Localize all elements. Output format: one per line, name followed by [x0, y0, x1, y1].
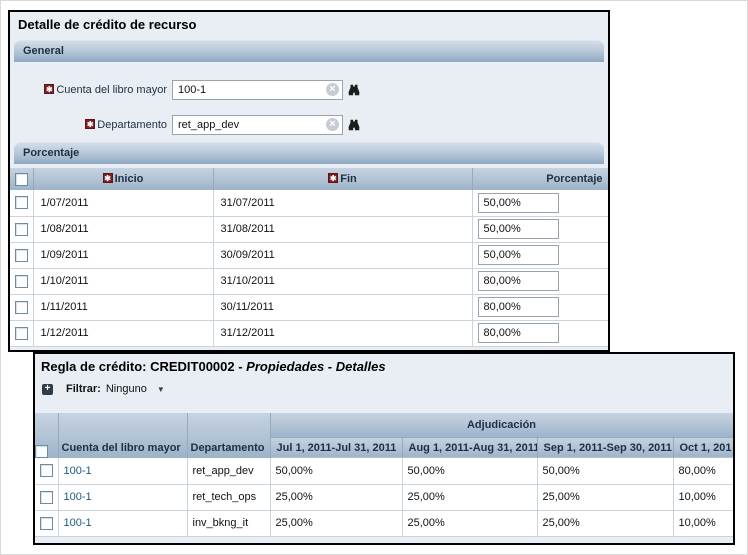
column-header-aug: Aug 1, 2011-Aug 31, 2011 — [402, 437, 538, 458]
select-all-cell — [35, 413, 59, 458]
table-group-header-row: Cuenta del libro mayor Departamento Adju… — [35, 413, 733, 458]
end-date: 30/11/2011 — [213, 294, 473, 321]
select-row-checkbox[interactable] — [14, 248, 28, 262]
clear-icon[interactable]: × — [326, 83, 339, 96]
expand-icon[interactable]: + — [42, 383, 53, 395]
chevron-down-icon[interactable]: ▼ — [156, 384, 165, 394]
column-header-start: ✱ Inicio — [33, 168, 214, 190]
table-row: 100-1 ret_app_dev 50,00% 50,00% 50,00% 8… — [35, 458, 733, 485]
filter-bar: + Filtrar: Ninguno ▼ — [42, 383, 165, 405]
field-row-ledger-account: ✱Cuenta del libro mayor × — [10, 80, 608, 100]
percentage-input[interactable] — [477, 192, 559, 213]
percentage-input[interactable] — [477, 323, 559, 343]
required-icon: ✱ — [85, 119, 96, 129]
find-icon[interactable] — [347, 83, 361, 97]
ledger-account-input[interactable] — [172, 80, 343, 100]
select-row-checkbox[interactable] — [14, 326, 28, 340]
allocation-value: 25,00% — [270, 484, 403, 511]
field-row-department: ✱Departamento × — [10, 115, 608, 135]
department-value: inv_bkng_it — [187, 510, 271, 537]
table-row: 1/11/2011 30/11/2011 — [10, 294, 608, 321]
section-header-general: General — [14, 40, 604, 62]
column-header-sep: Sep 1, 2011-Sep 30, 2011 — [537, 437, 674, 458]
column-header-end: ✱ Fin — [213, 168, 473, 190]
start-date: 1/07/2011 — [33, 190, 214, 217]
percentage-input[interactable] — [477, 219, 559, 239]
table-row: 1/08/2011 31/08/2011 — [10, 216, 608, 243]
allocation-value: 25,00% — [402, 510, 538, 537]
table-header-row: Jul 1, 2011-Jul 31, 2011 Aug 1, 2011-Aug… — [35, 437, 733, 458]
column-header-percentage: Porcentaje — [472, 168, 608, 190]
resource-credit-detail-window: Detalle de crédito de recurso General ✱ C… — [8, 10, 610, 352]
table-row: 100-1 ret_tech_ops 25,00% 25,00% 25,00% … — [35, 484, 733, 511]
percentage-input[interactable] — [477, 271, 559, 291]
select-row-checkbox[interactable] — [39, 490, 53, 504]
page-title: Detalle de crédito de recurso — [18, 17, 197, 32]
allocation-value: 50,00% — [402, 458, 538, 485]
column-header-jul: Jul 1, 2011-Jul 31, 2011 — [270, 437, 403, 458]
select-row-checkbox[interactable] — [14, 222, 28, 236]
percentage-input[interactable] — [477, 245, 559, 265]
select-row-checkbox[interactable] — [39, 516, 53, 530]
table-row: 1/10/2011 31/10/2011 — [10, 268, 608, 295]
end-date: 31/12/2011 — [213, 320, 473, 347]
start-date: 1/08/2011 — [33, 216, 214, 243]
allocation-value: 50,00% — [537, 458, 674, 485]
credit-rule-title: Regla de crédito: CREDIT00002 - Propieda… — [41, 359, 386, 374]
required-icon: ✱ — [102, 173, 113, 183]
select-all-checkbox[interactable] — [14, 172, 28, 186]
ledger-account-link[interactable]: 100-1 — [63, 517, 92, 529]
filter-value[interactable]: Ninguno — [105, 383, 147, 396]
ledger-account-label: ✱ Cuenta del libro mayor — [44, 84, 167, 96]
select-all-cell — [10, 168, 34, 190]
allocation-value: 50,00% — [270, 458, 403, 485]
table-row: 100-1 inv_bkng_it 25,00% 25,00% 25,00% 1… — [35, 510, 733, 537]
allocation-value: 25,00% — [270, 510, 403, 537]
ledger-account-link[interactable]: 100-1 — [63, 464, 92, 477]
allocation-value: 25,00% — [537, 484, 674, 511]
allocation-value: 10,00% — [673, 484, 733, 511]
table-header-row: ✱ Inicio ✱ Fin Porcentaje — [10, 168, 608, 190]
start-date: 1/11/2011 — [33, 294, 214, 321]
group-header-allocation: Adjudicación — [270, 413, 733, 438]
allocation-table: Cuenta del libro mayor Departamento Adju… — [35, 413, 733, 537]
select-row-checkbox[interactable] — [14, 274, 28, 288]
department-input[interactable] — [172, 115, 343, 135]
required-icon: ✱ — [44, 84, 55, 94]
filter-label: Filtrar: — [66, 383, 101, 396]
column-header-oct: Oct 1, 201 — [673, 437, 733, 458]
column-header-ledger-account: Cuenta del libro mayor — [58, 413, 188, 458]
allocation-value: 80,00% — [673, 458, 733, 485]
clear-icon[interactable]: × — [326, 118, 339, 131]
percentage-table: ✱ Inicio ✱ Fin Porcentaje 1/07/2011 31/07/… — [10, 168, 608, 347]
department-label: ✱ Departamento — [85, 119, 167, 131]
table-row: 1/09/2011 30/09/2011 — [10, 242, 608, 269]
ledger-account-link[interactable]: 100-1 — [63, 491, 92, 503]
credit-rule-window: Regla de crédito: CREDIT00002 - Propieda… — [33, 352, 735, 545]
allocation-value: 25,00% — [537, 510, 674, 537]
start-date: 1/10/2011 — [33, 268, 214, 295]
required-icon: ✱ — [328, 173, 339, 183]
allocation-value: 10,00% — [673, 510, 733, 537]
select-row-checkbox[interactable] — [39, 464, 53, 478]
allocation-value: 25,00% — [402, 484, 538, 511]
select-row-checkbox[interactable] — [14, 196, 28, 210]
department-value: ret_tech_ops — [187, 484, 271, 511]
column-header-department: Departamento — [187, 413, 271, 458]
select-all-checkbox[interactable] — [35, 445, 48, 458]
start-date: 1/12/2011 — [33, 320, 214, 347]
end-date: 30/09/2011 — [213, 242, 473, 269]
percentage-input[interactable] — [477, 297, 559, 317]
department-value: ret_app_dev — [187, 458, 271, 485]
end-date: 31/08/2011 — [213, 216, 473, 243]
section-header-percentage: Porcentaje — [14, 142, 604, 164]
find-icon[interactable] — [347, 118, 361, 132]
end-date: 31/10/2011 — [213, 268, 473, 295]
end-date: 31/07/2011 — [213, 190, 473, 217]
table-row: 1/07/2011 31/07/2011 — [10, 190, 608, 217]
table-row: 1/12/2011 31/12/2011 — [10, 320, 608, 347]
select-row-checkbox[interactable] — [14, 300, 28, 314]
start-date: 1/09/2011 — [33, 242, 214, 269]
